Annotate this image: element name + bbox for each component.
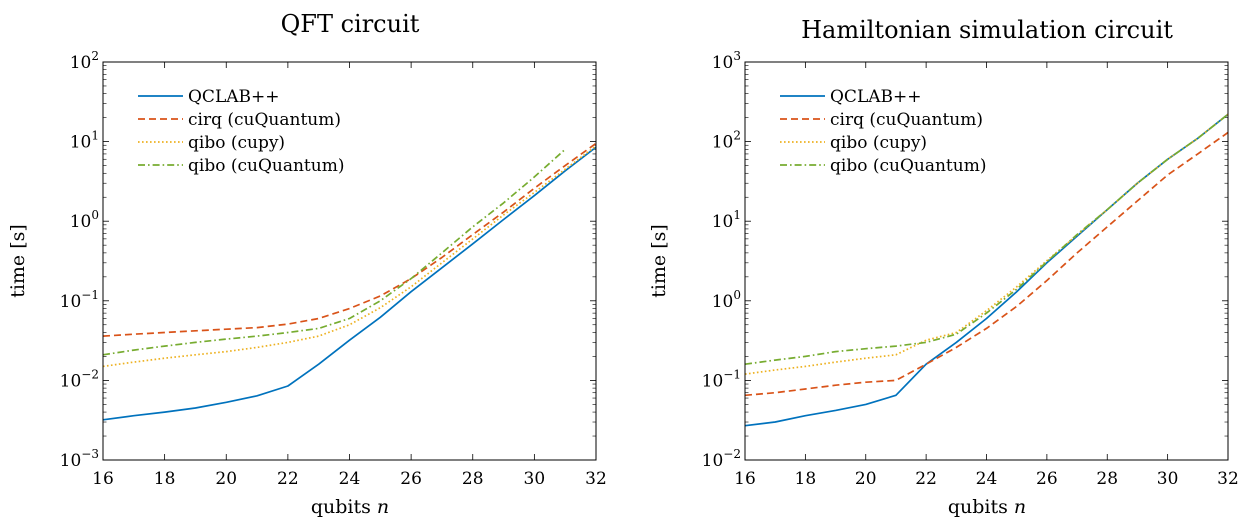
series-line [102,148,566,356]
series-line [744,131,1229,397]
x-tick-label: 22 [915,469,937,489]
y-tick-label: 10−2 [702,447,741,471]
legend-label: QCLAB++ [188,87,280,107]
tick-layer [102,61,597,461]
series-layer [102,142,597,421]
y-tick-label: 10−3 [60,447,99,471]
chart-qft: QFT circuit 10−3 10−2 10−1 100 101 102 16 18 20… [7,10,607,518]
chart-title: QFT circuit [281,10,420,38]
x-tick-labels: 16 18 20 22 24 26 28 30 32 [92,469,607,489]
x-tick-label: 20 [855,469,877,489]
series-line [102,146,597,421]
y-tick-label: 100 [70,208,99,232]
series-line [744,113,1229,427]
y-tick-label: 103 [712,49,741,73]
x-tick-label: 26 [400,469,422,489]
y-tick-label: 10−1 [702,367,741,391]
legend-label: qibo (cupy) [830,133,927,153]
x-tick-labels: 16 18 20 22 24 26 28 30 32 [734,469,1239,489]
y-tick-label: 101 [70,129,99,153]
legend-label: qibo (cuQuantum) [830,156,986,176]
series-line [744,113,1229,366]
y-tick-label: 102 [712,129,741,153]
x-axis-label: qubits n [948,496,1026,518]
x-tick-label: 24 [976,469,998,489]
legend-label: qibo (cupy) [188,133,285,153]
plot-frame [102,61,597,461]
x-axis-label: qubits n [311,496,389,518]
series-line [102,142,597,337]
legend-label: cirq (cuQuantum) [830,110,983,130]
x-tick-label: 24 [339,469,361,489]
x-tick-label: 16 [734,469,756,489]
y-tick-label: 100 [712,288,741,312]
y-tick-label: 102 [70,49,99,73]
tick-layer [744,61,1229,461]
legend-label: cirq (cuQuantum) [188,110,341,130]
y-tick-labels: 10−3 10−2 10−1 100 101 102 [60,49,99,471]
legend-label: QCLAB++ [830,87,922,107]
legend-label: qibo (cuQuantum) [188,156,344,176]
x-tick-label: 28 [1096,469,1118,489]
x-tick-label: 30 [1157,469,1179,489]
x-tick-label: 18 [795,469,817,489]
series-layer [744,113,1229,427]
y-tick-label: 101 [712,208,741,232]
plot-frame [744,61,1229,461]
chart-title: Hamiltonian simulation circuit [801,16,1173,44]
x-tick-label: 26 [1036,469,1058,489]
x-tick-label: 32 [585,469,607,489]
y-tick-label: 10−1 [60,288,99,312]
x-tick-label: 20 [215,469,237,489]
chart-hamiltonian: Hamiltonian simulation circuit 10−210−11… [648,16,1239,518]
x-tick-label: 32 [1217,469,1239,489]
x-tick-label: 28 [462,469,484,489]
series-line [102,145,597,368]
y-tick-label: 10−2 [60,367,99,391]
x-tick-label: 30 [524,469,546,489]
x-tick-label: 22 [277,469,299,489]
x-tick-label: 18 [154,469,176,489]
y-tick-labels: 10−2 10−1 100 101 102 103 [702,49,741,471]
y-axis-label: time [s] [7,224,29,298]
series-line [744,113,1229,375]
legend: QCLAB++ cirq (cuQuantum) qibo (cupy) qibo (… [780,87,986,176]
legend: QCLAB++ cirq (cuQuantum) qibo (cupy) qibo (… [138,87,344,176]
y-axis-label: time [s] [648,224,670,298]
x-tick-label: 16 [92,469,114,489]
